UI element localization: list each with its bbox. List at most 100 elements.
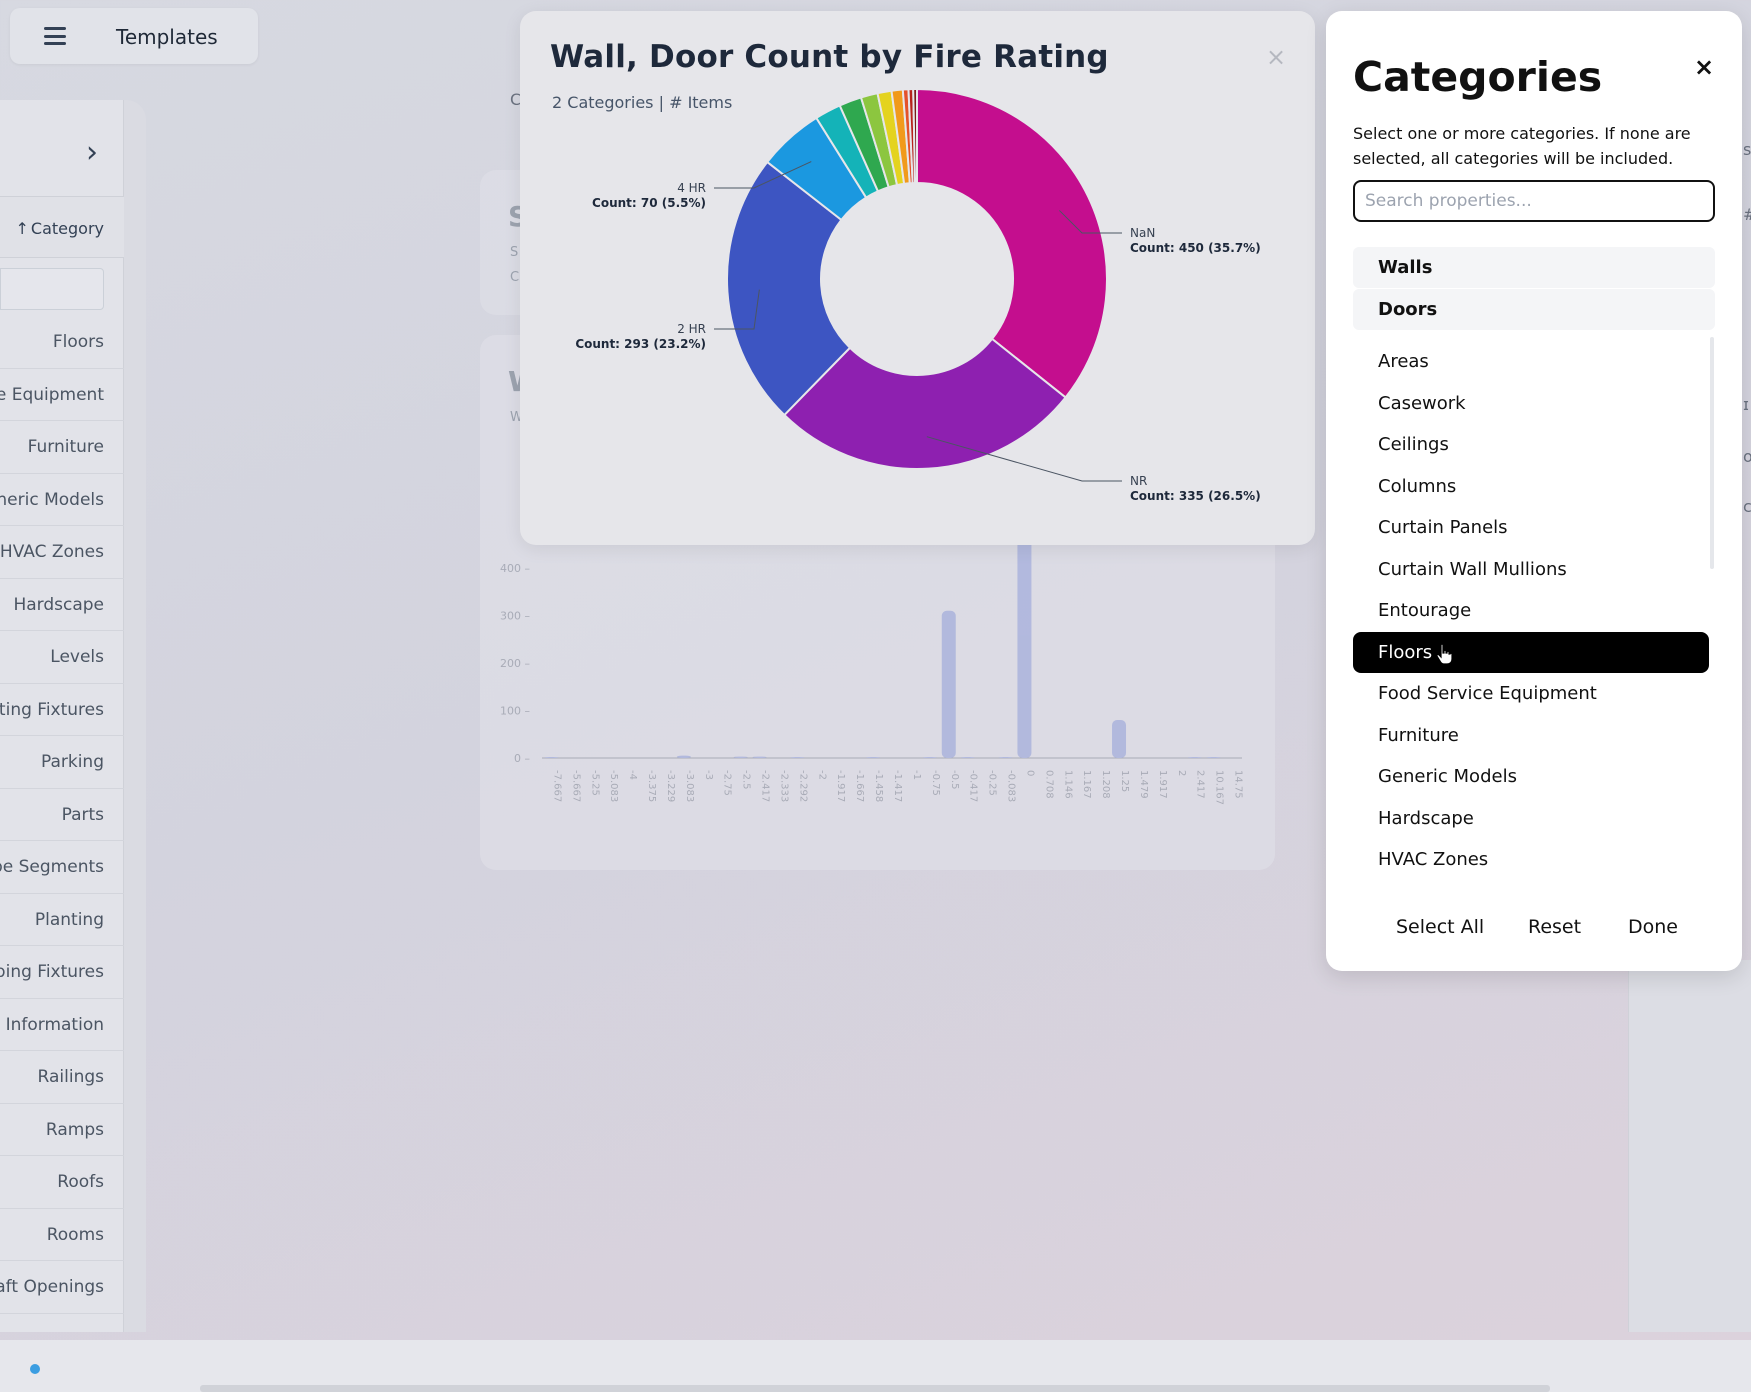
x-tick-label: -3.375 xyxy=(646,770,657,802)
edge-text: c xyxy=(1743,497,1751,516)
category-item[interactable]: HVAC Zones xyxy=(1378,849,1489,870)
templates-title[interactable]: Templates xyxy=(116,25,218,49)
close-icon[interactable]: × xyxy=(1694,53,1715,81)
sidebar-item[interactable]: Roofs xyxy=(0,1156,124,1209)
background-text: C xyxy=(510,90,522,109)
sidebar-item-label: Hardscape xyxy=(13,594,104,615)
x-tick-label: -1.458 xyxy=(873,770,884,802)
sidebar-filter-input[interactable] xyxy=(0,268,104,310)
leader-line xyxy=(714,289,760,330)
sidebar-item[interactable]: Rooms xyxy=(0,1209,124,1261)
sidebar-item[interactable]: Parts xyxy=(0,789,124,841)
category-list-scrollbar[interactable] xyxy=(1710,337,1714,569)
category-list: Areas Casework Ceilings Columns Curtain Pane… xyxy=(1353,341,1709,881)
category-item[interactable]: Furniture xyxy=(1378,724,1459,746)
sidebar-item[interactable]: Lighting Fixtures xyxy=(0,684,124,736)
sidebar-item[interactable]: Levels xyxy=(0,631,124,684)
sidebar-item-label: Food Service Equipment xyxy=(0,384,104,405)
background-bar xyxy=(790,757,805,758)
x-tick-label: -5.083 xyxy=(608,770,619,802)
reset-button[interactable]: Reset xyxy=(1528,916,1582,938)
done-button[interactable]: Done xyxy=(1628,916,1678,938)
sidebar-item[interactable]: Generic Models xyxy=(0,474,124,526)
background-bar xyxy=(1206,757,1221,758)
chart-title: Wall, Door Count by Fire Rating xyxy=(550,39,1109,75)
background-text: W xyxy=(510,410,523,425)
sidebar-item[interactable]: Floors xyxy=(0,316,124,369)
leader-line xyxy=(926,436,1122,482)
category-item[interactable]: Entourage xyxy=(1378,600,1472,621)
x-tick-label: -1.417 xyxy=(892,770,903,802)
donut-slice-nr[interactable] xyxy=(782,337,1067,470)
sidebar-item[interactable]: Ramps xyxy=(0,1104,124,1156)
donut-slice-nan[interactable] xyxy=(916,87,1108,399)
background-bar xyxy=(960,757,975,758)
x-tick-label: 2 xyxy=(1176,770,1187,776)
slice-label: 4 HR xyxy=(677,181,706,195)
sidebar-item[interactable]: Hardscape xyxy=(0,579,124,631)
sidebar-item[interactable]: Shaft Openings xyxy=(0,1261,124,1314)
x-tick-label: -5.667 xyxy=(570,770,581,802)
sidebar-item-label: Plumbing Fixtures xyxy=(0,962,104,982)
sidebar-item[interactable]: Planting xyxy=(0,894,124,946)
background-bar xyxy=(544,757,559,758)
sidebar-item[interactable]: Railings xyxy=(0,1051,124,1104)
menu-icon[interactable] xyxy=(44,27,66,45)
background-bar xyxy=(733,756,748,758)
horizontal-scrollbar[interactable] xyxy=(200,1385,1550,1392)
x-tick-label: -3 xyxy=(703,770,714,780)
chevron-right-icon[interactable]: › xyxy=(86,135,98,170)
category-column-header[interactable]: ↑ Category xyxy=(0,196,124,258)
category-item[interactable]: Curtain Wall Mullions xyxy=(1378,558,1567,580)
category-item[interactable]: Generic Models xyxy=(1378,766,1517,787)
x-tick-label: -3.229 xyxy=(665,770,676,802)
chart-close-icon[interactable]: × xyxy=(1266,43,1287,71)
x-tick-label: -5.25 xyxy=(589,770,600,796)
sidebar-item[interactable]: Parking xyxy=(0,736,124,789)
x-tick-label: -2.75 xyxy=(722,770,733,796)
x-tick-label: -1.667 xyxy=(854,770,865,802)
x-tick-label: -0.25 xyxy=(987,770,998,796)
x-tick-label: 10.167 xyxy=(1214,770,1225,805)
category-item[interactable]: Areas xyxy=(1378,351,1429,372)
sidebar-item[interactable]: Food Service Equipment xyxy=(0,369,124,421)
sidebar-item[interactable]: HVAC Zones xyxy=(0,526,124,579)
category-item[interactable]: Casework xyxy=(1378,392,1466,414)
category-item[interactable]: Floors xyxy=(1353,631,1709,673)
selected-category-item[interactable]: Walls xyxy=(1353,247,1715,288)
category-item[interactable]: Curtain Panels xyxy=(1378,517,1508,538)
category-item[interactable]: Food Service Equipment xyxy=(1378,683,1597,704)
panel-footer: Select All Reset Done xyxy=(1326,916,1742,956)
sidebar-item-label: Planting xyxy=(34,909,104,930)
donut-slice-2-hr[interactable] xyxy=(726,160,852,417)
slice-data-label: Count: 335 (26.5%) xyxy=(1130,489,1261,503)
slice-label: 2 HR xyxy=(677,322,706,336)
x-tick-label: 1.167 xyxy=(1081,770,1092,799)
sidebar-item-label: Rooms xyxy=(46,1224,104,1245)
categories-panel: Categories × Select one or more categori… xyxy=(1326,11,1742,971)
leader-line xyxy=(714,161,812,189)
sidebar-item-label: Railings xyxy=(37,1067,104,1087)
sidebar-item-label: Levels xyxy=(50,647,104,667)
category-item[interactable]: Hardscape xyxy=(1378,807,1474,829)
category-item[interactable]: Ceilings xyxy=(1378,434,1449,455)
y-tick-label: 200 – xyxy=(500,657,530,670)
donut-slice-other-11[interactable] xyxy=(912,87,918,185)
sidebar-item-label: Roofs xyxy=(57,1172,104,1192)
y-tick-label: 100 – xyxy=(500,705,530,718)
sidebar-item[interactable]: Plumbing Fixtures xyxy=(0,946,124,999)
selected-category-item[interactable]: Doors xyxy=(1353,289,1715,330)
y-tick-label: 300 – xyxy=(500,610,530,623)
sidebar-item[interactable]: Furniture xyxy=(0,421,124,474)
search-input[interactable] xyxy=(1353,180,1715,222)
x-tick-label: -4 xyxy=(627,770,638,780)
category-item[interactable]: Columns xyxy=(1378,475,1457,497)
background-bar xyxy=(922,757,937,758)
sidebar-item[interactable]: Project Information xyxy=(0,999,124,1051)
x-tick-label: -0.5 xyxy=(949,770,960,790)
background-text: S xyxy=(510,245,519,260)
select-all-button[interactable]: Select All xyxy=(1396,916,1485,938)
sidebar-item[interactable]: Pipe Segments xyxy=(0,841,124,894)
background-bar xyxy=(752,756,767,758)
slice-data-label: Count: 70 (5.5%) xyxy=(592,196,706,210)
